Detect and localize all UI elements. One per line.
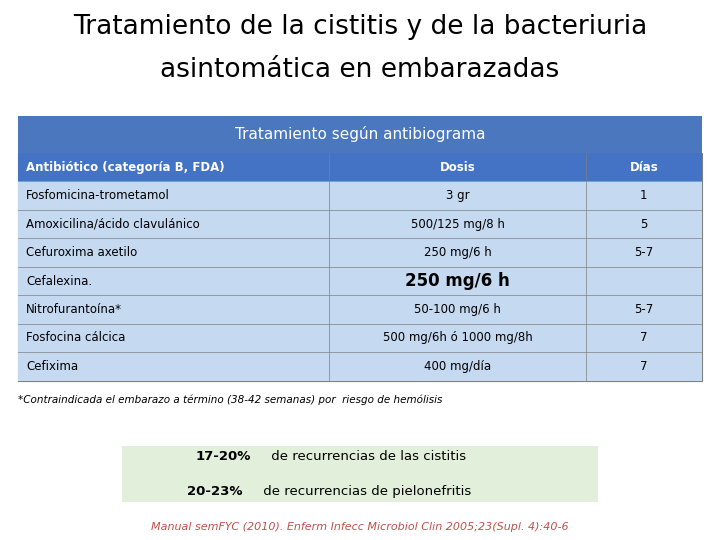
Text: 20-23%: 20-23%	[187, 484, 243, 498]
Text: 5-7: 5-7	[634, 303, 654, 316]
Text: Cefixima: Cefixima	[26, 360, 78, 373]
Text: 7: 7	[640, 332, 647, 345]
Text: 1: 1	[640, 189, 647, 202]
Text: de recurrencias de las cistitis: de recurrencias de las cistitis	[267, 450, 467, 463]
Text: 5-7: 5-7	[634, 246, 654, 259]
Text: Cefuroxima axetilo: Cefuroxima axetilo	[26, 246, 138, 259]
Bar	[18, 181, 702, 210]
Text: 5: 5	[640, 218, 647, 231]
Text: 250 mg/6 h: 250 mg/6 h	[423, 246, 491, 259]
Text: Fosfomicina-trometamol: Fosfomicina-trometamol	[26, 189, 170, 202]
Text: 17-20%: 17-20%	[196, 450, 251, 463]
Text: Fosfocina cálcica: Fosfocina cálcica	[26, 332, 125, 345]
Text: Amoxicilina/ácido clavulánico: Amoxicilina/ácido clavulánico	[26, 218, 200, 231]
Bar	[18, 238, 702, 267]
Bar	[18, 116, 702, 153]
Text: 500 mg/6h ó 1000 mg/8h: 500 mg/6h ó 1000 mg/8h	[382, 332, 532, 345]
Text: Nitrofurantoína*: Nitrofurantoína*	[26, 303, 122, 316]
Bar	[18, 323, 702, 352]
Text: Manual semFYC (2010). Enferm Infecc Microbiol Clin 2005;23(Supl. 4):40-6: Manual semFYC (2010). Enferm Infecc Micr…	[151, 522, 569, 532]
Bar	[18, 153, 702, 181]
Text: asintomática en embarazadas: asintomática en embarazadas	[161, 57, 559, 83]
Text: Cefalexina.: Cefalexina.	[26, 274, 92, 287]
Text: Antibiótico (categoría B, FDA): Antibiótico (categoría B, FDA)	[26, 160, 225, 173]
Bar	[18, 210, 702, 238]
Text: Tratamiento de la cistitis y de la bacteriuria: Tratamiento de la cistitis y de la bacte…	[73, 14, 647, 39]
Bar	[18, 267, 702, 295]
Text: *Contraindicada el embarazo a término (38-42 semanas) por  riesgo de hemólisis: *Contraindicada el embarazo a término (3…	[18, 394, 442, 404]
Bar	[18, 352, 702, 381]
Text: 250 mg/6 h: 250 mg/6 h	[405, 272, 510, 290]
Text: 3 gr: 3 gr	[446, 189, 469, 202]
Text: Tratamiento según antibiograma: Tratamiento según antibiograma	[235, 126, 485, 143]
Text: 400 mg/día: 400 mg/día	[424, 360, 491, 373]
Text: Días: Días	[629, 160, 658, 173]
Text: 7: 7	[640, 360, 647, 373]
Text: 50-100 mg/6 h: 50-100 mg/6 h	[414, 303, 501, 316]
Text: 500/125 mg/8 h: 500/125 mg/8 h	[410, 218, 505, 231]
Bar	[18, 295, 702, 323]
Text: de recurrencias de pielonefritis: de recurrencias de pielonefritis	[259, 484, 471, 498]
Text: Dosis: Dosis	[440, 160, 475, 173]
